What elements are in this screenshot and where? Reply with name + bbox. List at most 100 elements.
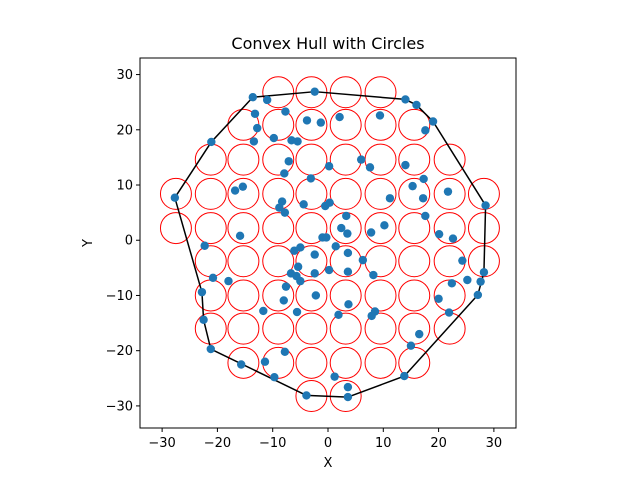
data-point-47 xyxy=(325,198,334,207)
data-point-39 xyxy=(443,187,453,196)
circle-36 xyxy=(433,212,466,245)
circle-31 xyxy=(262,212,295,245)
data-point-48 xyxy=(385,194,395,203)
data-point-1 xyxy=(207,137,216,147)
data-point-77 xyxy=(369,270,378,280)
circle-24 xyxy=(364,177,397,210)
circle-27 xyxy=(467,177,500,210)
data-point-86 xyxy=(334,310,343,319)
y-tick-label-10: 10 xyxy=(116,179,133,194)
data-point-15 xyxy=(199,315,208,324)
data-point-4 xyxy=(310,87,319,96)
data-point-60 xyxy=(448,234,458,243)
data-point-73 xyxy=(281,282,291,291)
data-point-93 xyxy=(236,360,246,369)
circle-56 xyxy=(227,312,260,345)
x-tick-label--30: −30 xyxy=(148,436,175,451)
circle-0 xyxy=(262,76,295,109)
x-axis-ticks: −30 −20 −10 0 10 20 30 xyxy=(148,428,502,451)
data-point-3 xyxy=(262,95,272,105)
data-point-19 xyxy=(253,123,262,133)
data-point-38 xyxy=(408,181,417,191)
y-tick-label--20: −20 xyxy=(106,344,133,359)
data-point-26 xyxy=(335,112,344,122)
circle-28 xyxy=(159,212,192,245)
circle-29 xyxy=(194,212,227,245)
data-point-29 xyxy=(249,137,259,146)
data-point-88 xyxy=(370,307,380,316)
y-tick-label-20: 20 xyxy=(116,123,133,138)
data-point-91 xyxy=(415,329,424,339)
data-point-40 xyxy=(230,186,240,195)
data-point-10 xyxy=(473,290,483,300)
circle-2 xyxy=(329,76,362,109)
data-point-25 xyxy=(316,118,326,127)
data-point-8 xyxy=(481,201,490,210)
circle-6 xyxy=(295,108,328,141)
circle-49 xyxy=(262,279,295,312)
circle-59 xyxy=(329,312,362,345)
data-point-49 xyxy=(418,194,428,203)
data-point-61 xyxy=(208,273,218,282)
circle-34 xyxy=(364,212,397,245)
data-point-65 xyxy=(293,262,303,271)
data-point-23 xyxy=(293,137,302,146)
circle-67 xyxy=(364,346,397,379)
data-point-6 xyxy=(412,100,421,110)
data-point-95 xyxy=(280,347,290,356)
data-point-31 xyxy=(280,169,289,178)
data-point-99 xyxy=(476,277,485,286)
data-point-20 xyxy=(269,133,279,143)
points-layer xyxy=(170,87,490,402)
data-point-34 xyxy=(356,155,366,164)
data-point-33 xyxy=(324,162,334,171)
y-tick-label-30: 30 xyxy=(116,68,133,83)
data-point-64 xyxy=(296,243,305,252)
data-point-50 xyxy=(421,211,430,221)
circle-63 xyxy=(227,346,260,379)
data-point-97 xyxy=(330,372,339,381)
data-point-67 xyxy=(331,242,340,251)
data-point-56 xyxy=(343,229,352,238)
data-point-12 xyxy=(343,392,353,402)
data-point-37 xyxy=(419,174,428,184)
circle-19 xyxy=(194,177,227,210)
circle-26 xyxy=(433,177,466,210)
circle-25 xyxy=(398,177,431,210)
data-point-75 xyxy=(324,265,334,275)
data-point-36 xyxy=(401,160,410,170)
circle-3 xyxy=(364,76,397,109)
data-point-66 xyxy=(310,250,319,259)
circle-41 xyxy=(295,245,328,278)
data-point-16 xyxy=(197,287,207,297)
data-point-81 xyxy=(279,296,288,305)
circle-60 xyxy=(364,312,397,345)
data-point-76 xyxy=(343,267,353,276)
circles-layer xyxy=(159,76,500,412)
data-point-45 xyxy=(299,200,308,209)
circle-8 xyxy=(364,108,397,141)
data-point-28 xyxy=(421,126,430,135)
plot-area xyxy=(159,76,500,412)
x-tick-label-20: 20 xyxy=(430,436,447,451)
y-tick-label--30: −30 xyxy=(106,399,133,414)
data-point-41 xyxy=(238,182,248,191)
circle-50 xyxy=(295,279,328,312)
data-point-85 xyxy=(344,300,353,309)
circle-9 xyxy=(398,108,431,141)
data-point-94 xyxy=(260,357,270,366)
data-point-18 xyxy=(250,109,260,118)
circle-44 xyxy=(398,245,431,278)
data-point-51 xyxy=(235,231,245,241)
data-point-80 xyxy=(447,279,457,288)
circle-58 xyxy=(295,312,328,345)
data-point-74 xyxy=(310,269,319,278)
data-point-58 xyxy=(380,221,389,230)
data-point-24 xyxy=(302,116,312,125)
data-point-30 xyxy=(284,157,293,166)
x-tick-label-30: 30 xyxy=(486,436,503,451)
circle-48 xyxy=(227,279,260,312)
circle-55 xyxy=(194,312,227,345)
circle-52 xyxy=(364,279,397,312)
data-point-11 xyxy=(400,371,409,381)
